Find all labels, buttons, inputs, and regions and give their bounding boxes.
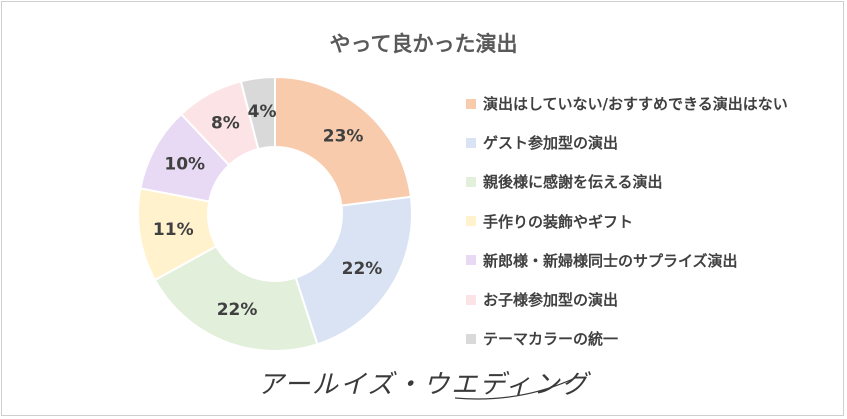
brand-logo: アールイズ・ウエディング [0, 364, 847, 401]
legend-swatch [466, 98, 476, 109]
legend-item-5: 新郎様・新婦様同士のサプライズ演出 [466, 241, 788, 280]
chart-legend: 演出はしていない/おすすめできる演出はない ゲスト参加型の演出親後様に感謝を伝える… [466, 84, 788, 358]
slice-label-6: 8% [211, 114, 240, 134]
legend-swatch [466, 216, 476, 227]
donut-slice-1 [274, 75, 413, 207]
legend-item-4: 手作りの装飾やギフト [466, 202, 788, 241]
legend-item-3: 親後様に感謝を伝える演出 [466, 162, 788, 201]
brand-logo-text: アールイズ・ウエディング [257, 370, 590, 400]
legend-swatch [466, 137, 476, 148]
legend-swatch [466, 333, 476, 344]
legend-label: お子様参加型の演出 [483, 291, 619, 310]
legend-item-7: テーマカラーの統一 [466, 319, 788, 358]
legend-label: 新郎様・新婦様同士のサプライズ演出 [483, 251, 738, 270]
legend-label: 演出はしていない/おすすめできる演出はない [483, 95, 788, 114]
legend-swatch [466, 176, 476, 187]
legend-item-2: ゲスト参加型の演出 [466, 123, 788, 162]
legend-label: ゲスト参加型の演出 [483, 134, 619, 153]
legend-swatch [466, 294, 476, 305]
chart-title: やって良かった演出 [329, 32, 518, 56]
legend-label: 手作りの装飾やギフト [483, 212, 634, 231]
legend-item-6: お子様参加型の演出 [466, 280, 788, 319]
slice-label-3: 22% [217, 300, 258, 320]
slice-label-7: 4% [248, 102, 277, 122]
legend-swatch [466, 255, 476, 266]
slice-label-1: 23% [323, 127, 364, 147]
slice-label-4: 11% [153, 220, 194, 240]
donut-slice-7 [239, 75, 276, 151]
legend-item-1: 演出はしていない/おすすめできる演出はない [466, 84, 788, 123]
legend-label: テーマカラーの統一 [483, 330, 619, 349]
slice-label-5: 10% [164, 154, 205, 174]
donut-slice-3 [153, 244, 319, 352]
donut-slice-2 [294, 195, 413, 346]
slice-label-2: 22% [342, 259, 383, 279]
legend-label: 親後様に感謝を伝える演出 [483, 173, 663, 192]
